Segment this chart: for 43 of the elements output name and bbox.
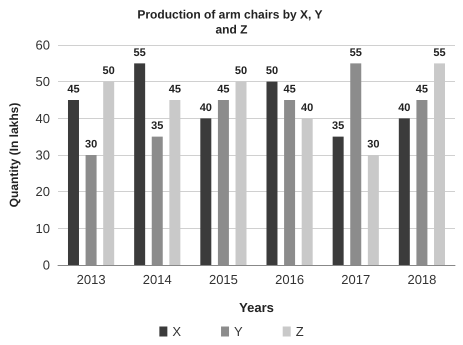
y-tick-label: 50	[36, 74, 50, 90]
data-label: 55	[134, 46, 146, 59]
x-axis-title: Years	[239, 300, 274, 315]
data-label: 45	[217, 84, 230, 96]
bar	[200, 118, 212, 265]
legend-label: X	[172, 324, 182, 339]
data-label: 55	[350, 46, 362, 59]
data-label: 40	[301, 102, 314, 114]
data-label: 50	[102, 65, 115, 78]
legend-label: Y	[234, 324, 244, 339]
bar	[134, 63, 146, 265]
data-label: 35	[151, 120, 164, 132]
data-label: 35	[332, 120, 344, 132]
y-tick-label: 30	[36, 148, 50, 162]
y-tick-label: 0	[42, 258, 50, 272]
bar	[398, 118, 410, 265]
data-label: 55	[433, 46, 446, 59]
x-tick-label: 2013	[76, 272, 106, 287]
bar	[266, 82, 278, 265]
x-tick-label: 2015	[208, 272, 238, 287]
y-axis-title: Quantity (In lakhs)	[7, 102, 21, 208]
x-tick-label: 2016	[275, 272, 304, 287]
data-label: 45	[168, 84, 181, 96]
chart-title: Production of arm chairs by X, Y and Z	[137, 8, 326, 36]
x-tick-label: 2018	[407, 272, 436, 287]
y-tick-label: 10	[36, 220, 50, 236]
data-label: 50	[266, 65, 278, 78]
x-tick-label: 2014	[142, 272, 172, 287]
y-tick-label: 60	[36, 38, 50, 52]
x-tick-label: 2017	[341, 272, 370, 287]
data-label: 30	[367, 138, 380, 150]
data-label: 40	[200, 102, 212, 114]
data-label: 40	[398, 102, 410, 114]
bar	[68, 100, 79, 265]
data-label: 45	[283, 84, 296, 96]
data-label: 50	[234, 65, 248, 78]
data-label: 45	[416, 84, 428, 96]
data-label: 30	[84, 138, 98, 150]
y-tick-label: 20	[36, 184, 50, 200]
legend-label: Z	[296, 324, 304, 339]
y-tick-label: 40	[36, 110, 50, 126]
bar	[332, 136, 344, 265]
data-label: 45	[67, 84, 80, 96]
